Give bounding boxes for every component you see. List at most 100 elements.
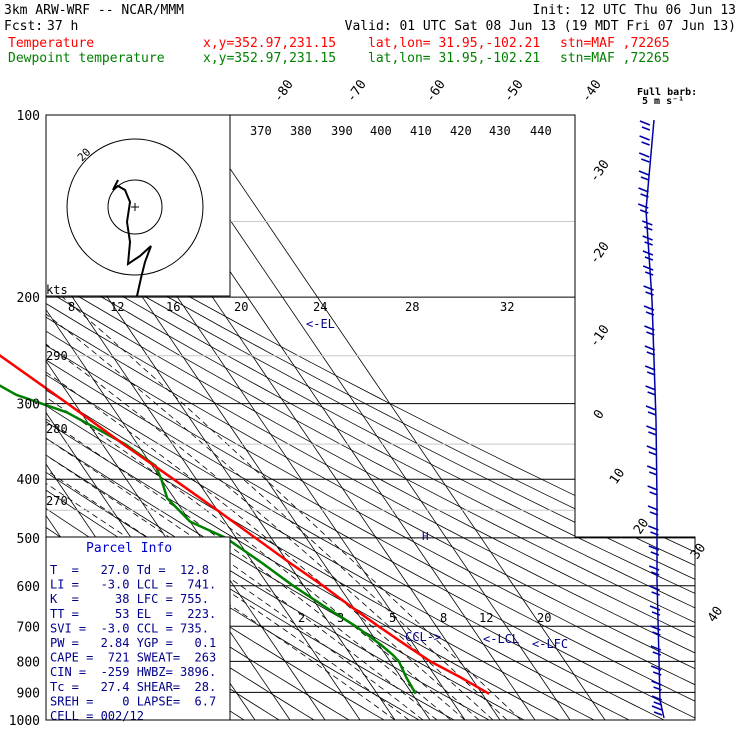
pressure-label-200: 200 — [17, 291, 40, 306]
pressure-label-400: 400 — [17, 473, 40, 488]
isotherm-label: -70 — [344, 77, 370, 105]
wind-barb — [638, 170, 650, 176]
isotherm-labels: -80 -70 -60 -50 -40 -30 -20 -10 0 10 20 30 40 — [271, 77, 726, 625]
hodograph-ring-inner — [107, 179, 163, 235]
speed-label: 8 — [68, 300, 75, 314]
wind-barb — [639, 209, 649, 214]
wind-barb — [644, 271, 654, 276]
parcel-info-row: TT = 53 EL = 223. — [50, 607, 216, 621]
parcel-info-row: SVI = -3.0 CCL = 735. — [50, 621, 209, 635]
speed-label: 16 — [166, 300, 180, 314]
isotherm-label: -20 — [587, 239, 613, 267]
wind-barb — [637, 203, 649, 209]
wind-barb — [640, 176, 650, 181]
wind-barb — [651, 611, 661, 616]
isotherm-label: 10 — [607, 466, 628, 487]
isotherm-label: 0 — [591, 407, 608, 422]
wind-barb — [653, 711, 663, 716]
wind-barb — [643, 285, 654, 291]
wind-barb — [643, 305, 655, 311]
parcel-info-row: PW = 2.84 YGP = 0.1 — [50, 636, 216, 650]
theta-labels: 370 380 390 400 410 420 430 440 290 280 270 — [46, 124, 552, 508]
h-marker: H — [422, 530, 429, 543]
theta-label: 370 — [250, 124, 272, 138]
init-time: Init: 12 UTC Thu 06 Jun 13 — [533, 3, 737, 18]
mixing-ratio-label: 5 — [389, 611, 396, 625]
legend-dewpoint-station: stn=MAF ,72265 — [560, 51, 670, 66]
theta-side-label: 280 — [46, 422, 68, 436]
theta-label: 400 — [370, 124, 392, 138]
moist-adiabat — [46, 296, 424, 720]
isotherm-label: 40 — [705, 604, 726, 625]
wind-barb — [646, 331, 655, 336]
theta-label: 390 — [331, 124, 353, 138]
wind-barb — [649, 491, 658, 496]
isotherm-label: -10 — [587, 322, 613, 350]
wind-barb — [642, 250, 654, 256]
wind-barb — [650, 571, 660, 576]
isotherm — [0, 115, 10, 720]
wind-barb — [641, 126, 651, 131]
wind-barb — [648, 451, 658, 456]
theta-label: 420 — [450, 124, 472, 138]
legend-dewpoint-latlon: lat,lon= 31.95,-102.21 — [368, 51, 540, 66]
theta-side-label: 270 — [46, 494, 68, 508]
isotherm-label: 30 — [688, 541, 709, 562]
lfc-marker: <-LFC — [532, 637, 568, 651]
pressure-label-500: 500 — [17, 532, 40, 547]
theta-label: 440 — [530, 124, 552, 138]
wind-barb — [645, 291, 654, 296]
parcel-info-rows: T = 27.0 Td = 12.8LI = -3.0 LCL = 741.K … — [50, 563, 216, 723]
wind-barb — [641, 141, 650, 146]
hodograph-trace — [112, 179, 152, 297]
wind-barb — [648, 545, 660, 551]
speed-label: 24 — [313, 300, 327, 314]
speed-label: 28 — [405, 300, 419, 314]
wind-barb — [652, 671, 662, 676]
wind-barb — [651, 591, 660, 596]
mixing-ratio-label: 20 — [537, 611, 551, 625]
legend-temperature-label: Temperature — [8, 36, 94, 51]
wind-barb — [649, 511, 659, 516]
pressure-label-700: 700 — [17, 620, 40, 635]
isotherm — [46, 115, 326, 720]
wind-barb — [650, 531, 659, 536]
parcel-info-frame — [45, 536, 231, 721]
wind-barb — [638, 187, 649, 193]
theta-label: 430 — [489, 124, 511, 138]
pressure-label-600: 600 — [17, 580, 40, 595]
pressure-label-100: 100 — [17, 109, 40, 124]
parcel-info-row: CIN = -259 HWBZ= 3896. — [50, 665, 216, 679]
wind-barb — [648, 525, 659, 531]
dry-adiabat — [46, 115, 595, 720]
hodograph-kts-label: kts — [46, 283, 68, 297]
wind-barb — [647, 391, 656, 396]
model-title: 3km ARW-WRF -- NCAR/MMM — [4, 3, 184, 18]
wind-barb — [646, 371, 656, 376]
wind-barb — [649, 585, 660, 591]
barb-key-units: 5 m s⁻¹ — [642, 96, 684, 107]
forecast-label: Fcst: — [4, 19, 43, 34]
wind-barb — [638, 152, 650, 158]
wind-barb — [639, 135, 650, 141]
moist-adiabat — [46, 296, 508, 720]
barb-key-title: Full barb: — [637, 87, 697, 98]
speed-label: 12 — [110, 300, 124, 314]
dry-adiabat — [46, 115, 560, 720]
wind-barb — [647, 411, 657, 416]
isotherm — [193, 115, 606, 720]
parcel-info-row: T = 27.0 Td = 12.8 — [50, 563, 209, 577]
wind-barb — [652, 631, 661, 636]
forecast-hours: 37 h — [47, 19, 78, 34]
wind-barb — [642, 220, 653, 226]
wind-barb — [646, 445, 658, 451]
wind-barb — [644, 256, 654, 261]
moist-adiabat — [46, 296, 396, 720]
pressure-label-1000: 1000 — [9, 714, 40, 729]
hodograph-ring-outer — [66, 138, 204, 276]
wind-barb — [645, 385, 656, 391]
wind-barb — [650, 551, 660, 556]
wind-barb — [648, 471, 658, 476]
wind-barbs — [637, 119, 665, 719]
